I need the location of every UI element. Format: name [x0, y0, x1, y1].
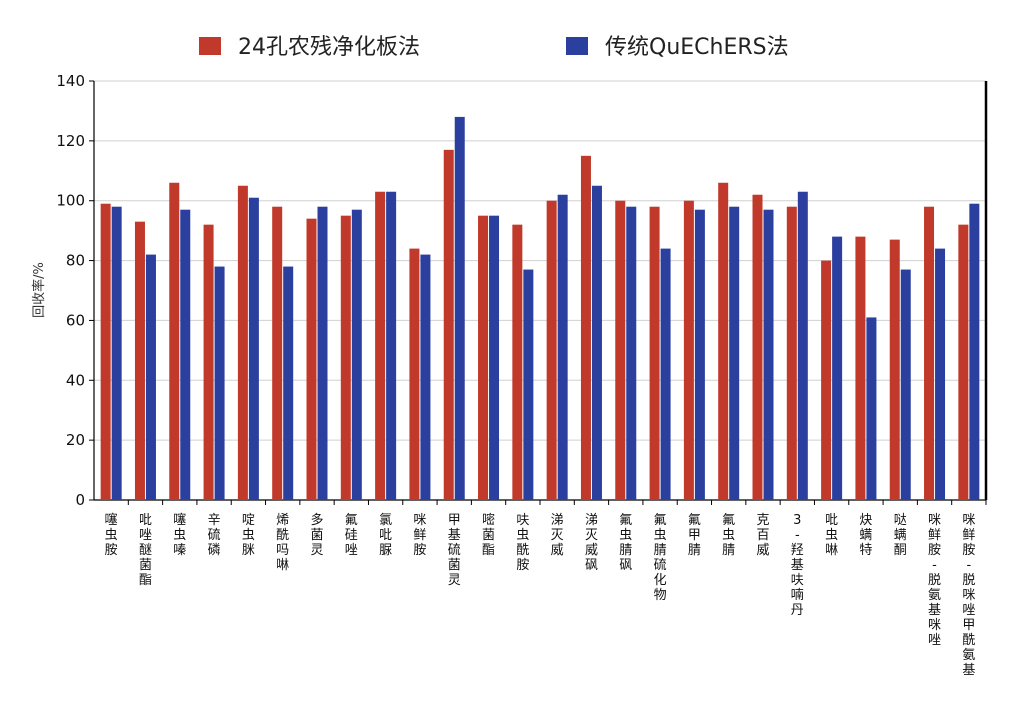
bar-1-20	[752, 194, 763, 500]
bar-2-14	[557, 194, 568, 500]
bar-2-7	[317, 206, 328, 500]
x-category-label: 咪鲜胺-脱氨基咪唑	[928, 513, 941, 648]
bar-2-15	[591, 185, 602, 500]
x-category-label: 氟硅唑	[345, 513, 358, 558]
x-category-label: 啶虫脒	[242, 513, 255, 558]
bar-2-1	[111, 206, 122, 500]
bar-1-18	[683, 200, 694, 500]
bar-1-2	[134, 221, 145, 500]
bar-2-16	[626, 206, 637, 500]
bar-1-23	[855, 236, 866, 500]
bar-1-5	[237, 185, 248, 500]
bar-2-25	[935, 248, 946, 500]
x-category-label: 烯酰吗啉	[276, 513, 289, 573]
bar-1-21	[786, 206, 797, 500]
bar-1-26	[958, 224, 969, 500]
bar-2-18	[694, 209, 705, 500]
bar-1-13	[512, 224, 523, 500]
bar-1-8	[340, 215, 351, 500]
legend-label-series-1: 24孔农残净化板法	[238, 35, 420, 60]
x-category-label: 噻虫胺	[105, 512, 118, 558]
y-tick-label: 80	[66, 252, 85, 270]
bar-1-12	[478, 215, 489, 500]
x-category-label: 氯吡脲	[379, 513, 392, 558]
bar-2-6	[283, 266, 294, 500]
bar-2-22	[832, 236, 843, 500]
bar-2-24	[900, 269, 911, 500]
bar-2-5	[248, 197, 259, 500]
x-category-label: 氟虫腈硫化物	[654, 513, 667, 603]
bar-2-3	[180, 209, 191, 500]
bar-1-6	[272, 206, 283, 500]
y-tick-label: 100	[56, 192, 85, 210]
x-category-label: 嘧菌酯	[482, 513, 495, 558]
bar-2-17	[660, 248, 671, 500]
bar-1-15	[580, 155, 591, 501]
y-tick-label: 60	[66, 311, 85, 329]
y-tick-label: 40	[66, 371, 85, 389]
x-category-label: 3 -羟基呋喃丹	[791, 513, 804, 618]
y-tick-label: 0	[75, 491, 85, 509]
x-category-label: 甲基硫菌灵	[448, 513, 461, 588]
bar-2-12	[489, 215, 500, 500]
x-category-label: 呋虫酰胺	[516, 513, 529, 573]
bar-2-19	[729, 206, 740, 500]
x-category-label: 氟虫腈	[722, 513, 735, 558]
bar-1-3	[169, 182, 180, 500]
bar-2-9	[386, 191, 397, 500]
bar-1-17	[649, 206, 660, 500]
bar-2-13	[523, 269, 534, 500]
legend-label-series-2: 传统QuEChERS法	[605, 35, 789, 60]
x-category-label: 辛硫磷	[208, 513, 221, 558]
x-category-label: 炔螨特	[859, 513, 872, 558]
x-category-label: 哒螨酮	[894, 512, 907, 558]
x-category-label: 噻虫嗪	[173, 512, 186, 558]
bar-1-10	[409, 248, 420, 500]
bar-1-16	[615, 200, 626, 500]
bar-2-23	[866, 317, 877, 500]
bar-2-4	[214, 266, 225, 500]
bar-2-11	[454, 116, 465, 501]
x-category-label: 克百威	[756, 513, 769, 558]
bar-2-10	[420, 254, 431, 500]
x-category-label: 咪鲜胺	[413, 513, 426, 558]
bar-1-9	[375, 191, 386, 500]
bar-1-4	[203, 224, 214, 500]
bar-1-24	[889, 239, 900, 500]
x-category-label: 咪鲜胺-脱咪唑甲酰氨基	[962, 513, 975, 678]
y-axis-title: 回收率/%	[31, 262, 47, 318]
bar-1-7	[306, 218, 317, 500]
bar-2-21	[797, 191, 808, 500]
bar-1-11	[443, 149, 454, 501]
bar-2-20	[763, 209, 774, 500]
y-tick-label: 20	[66, 431, 85, 449]
x-category-label: 氟甲腈	[688, 513, 701, 558]
plot-area: 0 20 40 60 80 100 120 140 噻虫胺 吡唑醚菌酯 噻虫嗪 辛硫磷 啶虫脒 烯酰吗啉 多…	[56, 72, 988, 678]
bar-2-26	[969, 203, 980, 500]
bar-1-1	[100, 203, 111, 500]
x-category-label: 吡唑醚菌酯	[139, 513, 152, 588]
x-category-label: 氟虫腈砜	[619, 513, 632, 573]
y-tick-label: 140	[56, 72, 85, 90]
bar-1-25	[924, 206, 935, 500]
bar-1-14	[546, 200, 557, 500]
bar-2-2	[145, 254, 156, 500]
x-category-label: 吡虫啉	[825, 513, 838, 558]
legend: 24孔农残净化板法 传统QuEChERS法	[199, 35, 789, 60]
bar-1-19	[718, 182, 729, 500]
x-category-label: 涕灭威	[551, 512, 564, 558]
x-category-label: 多菌灵	[310, 512, 323, 558]
legend-swatch-series-2	[566, 37, 588, 55]
x-category-label: 涕灭威砜	[585, 512, 598, 573]
legend-swatch-series-1	[199, 37, 221, 55]
y-tick-label: 120	[56, 132, 85, 150]
bar-2-8	[351, 209, 362, 500]
bar-1-22	[821, 260, 832, 500]
